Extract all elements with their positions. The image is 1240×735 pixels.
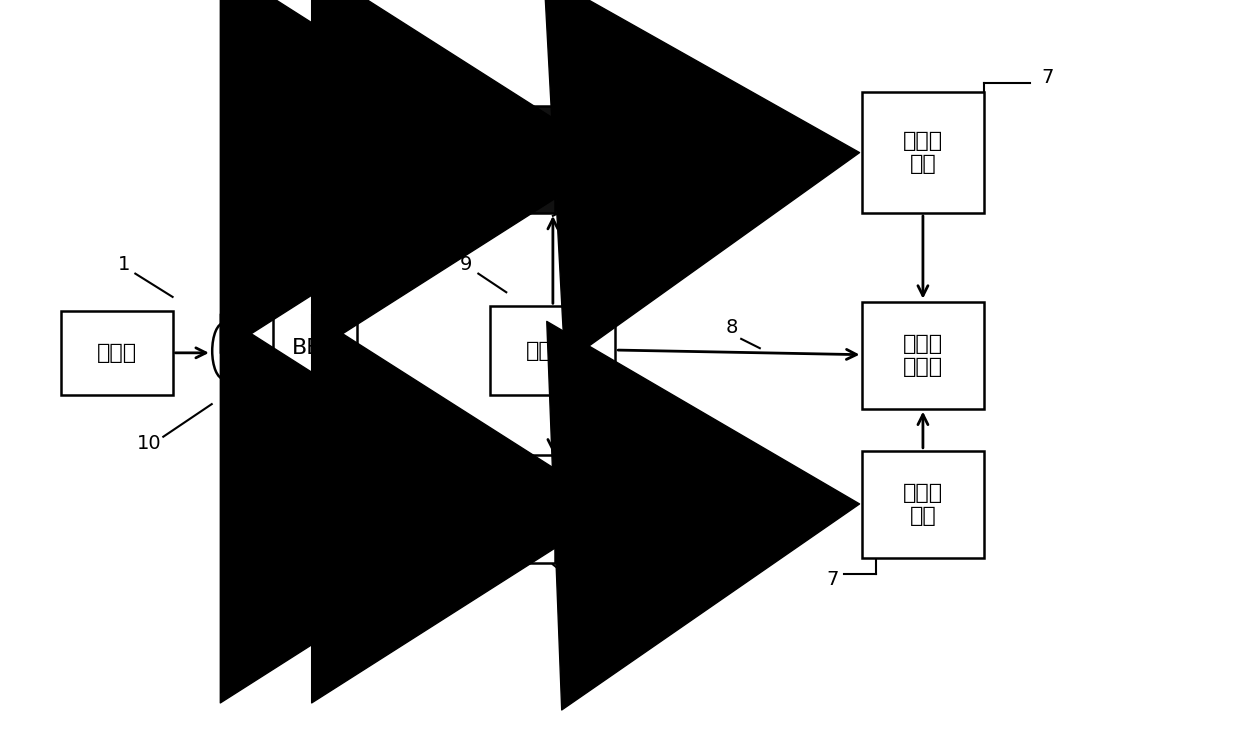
Bar (528, 106, 554, 213)
Text: 7: 7 (1042, 68, 1054, 87)
Bar (371, 456, 472, 562)
Text: BBO: BBO (291, 338, 339, 358)
Text: 滤波片: 滤波片 (402, 499, 441, 519)
Text: 9: 9 (460, 255, 472, 274)
Bar (371, 106, 472, 213)
Text: 10: 10 (382, 517, 407, 537)
Text: 数据采
集卡: 数据采 集卡 (903, 483, 942, 526)
Text: 单光子
探测器: 单光子 探测器 (661, 138, 701, 181)
Bar (620, 106, 742, 213)
Text: 8: 8 (725, 318, 738, 337)
Text: 10: 10 (136, 434, 161, 453)
Bar (862, 301, 983, 409)
Text: 控制终端: 控制终端 (526, 340, 579, 360)
Text: 单光子
探测器: 单光子 探测器 (661, 487, 701, 531)
Text: 激光器: 激光器 (97, 343, 136, 363)
Text: 5: 5 (574, 191, 587, 210)
Text: 关联测
量电路: 关联测 量电路 (903, 334, 942, 377)
Text: 成像: 成像 (539, 484, 567, 503)
Bar (61, 311, 172, 395)
Bar (528, 456, 554, 562)
Bar (862, 451, 983, 558)
Text: 3: 3 (289, 92, 301, 111)
Text: 滤波片: 滤波片 (402, 149, 441, 170)
Bar (620, 456, 742, 562)
Text: 4: 4 (574, 576, 587, 595)
Text: 数据采
集卡: 数据采 集卡 (903, 131, 942, 174)
Bar (862, 92, 983, 213)
Bar (273, 293, 357, 404)
Text: 3: 3 (289, 553, 301, 572)
Text: 10: 10 (377, 207, 402, 226)
Text: 6: 6 (704, 572, 717, 591)
Ellipse shape (298, 217, 365, 274)
Text: 6: 6 (704, 225, 717, 244)
Bar (490, 306, 615, 395)
Ellipse shape (212, 323, 236, 379)
Ellipse shape (298, 483, 365, 540)
Text: 2: 2 (386, 243, 398, 262)
Text: 1: 1 (118, 255, 130, 274)
Text: 7: 7 (826, 570, 838, 589)
